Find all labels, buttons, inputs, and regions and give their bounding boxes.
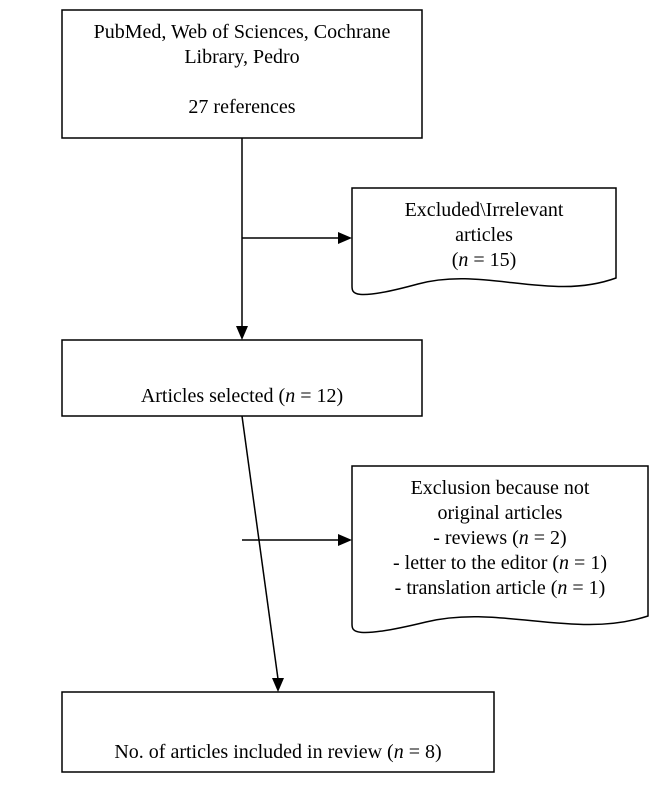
svg-text:Excluded\Irrelevant: Excluded\Irrelevant [405, 199, 564, 221]
svg-text:- translation article (n = 1): - translation article (n = 1) [395, 577, 606, 599]
svg-text:articles: articles [455, 224, 513, 246]
svg-text:original articles: original articles [438, 502, 563, 524]
svg-text:No. of articles included in re: No. of articles included in review (n = … [114, 741, 441, 763]
svg-text:Articles selected (n = 12): Articles selected (n = 12) [141, 385, 343, 407]
svg-text:PubMed, Web of Sciences, Cochr: PubMed, Web of Sciences, Cochrane [94, 21, 391, 43]
svg-text:Library, Pedro: Library, Pedro [184, 46, 299, 68]
svg-text:(n = 15): (n = 15) [452, 249, 517, 271]
prisma-flowchart: PubMed, Web of Sciences, Cochrane Library… [0, 0, 670, 800]
svg-text:- letter to the editor (n = 1): - letter to the editor (n = 1) [393, 552, 607, 574]
svg-text:27 references: 27 references [188, 96, 295, 118]
svg-text:- reviews (n = 2): - reviews (n = 2) [433, 527, 566, 549]
svg-text:Exclusion because not: Exclusion because not [411, 477, 590, 499]
